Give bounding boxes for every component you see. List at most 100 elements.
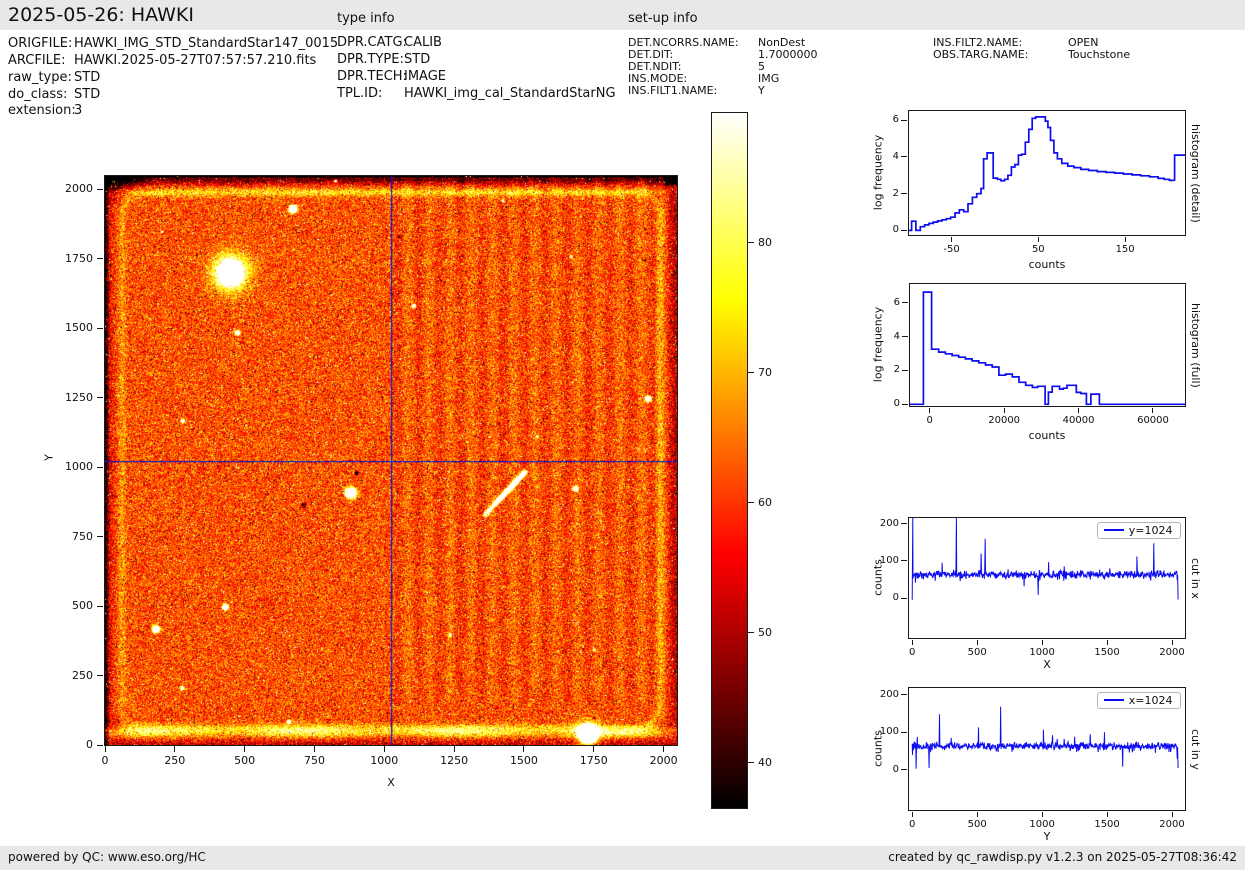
setup-info-value: OPEN [1068, 36, 1099, 49]
x-tick-mark [911, 640, 913, 645]
file-info-value: HAWKI_IMG_STD_StandardStar147_0015 [74, 36, 339, 51]
x-tick-label: 1500 [1094, 819, 1120, 830]
x-tick-mark [1106, 640, 1108, 645]
colorbar-tick-label: 40 [758, 755, 772, 769]
file-info-value: STD [74, 70, 101, 85]
y-tick-label: 0 [892, 763, 899, 775]
x-tick-mark [1041, 640, 1043, 645]
y-tick-mark [901, 731, 907, 733]
x-tick-mark [1152, 408, 1154, 413]
colorbar-canvas [711, 112, 747, 808]
cut-in-y-plot: x=1024 [907, 686, 1186, 811]
y-tick-mark [97, 327, 103, 329]
y-tick-label: 100 [879, 726, 899, 738]
file-info-value: STD [74, 87, 101, 102]
legend-line-swatch [1103, 699, 1124, 701]
x-tick-mark [313, 746, 315, 752]
colorbar-tick-mark [748, 762, 754, 764]
x-tick-label: 500 [967, 647, 987, 658]
cut-y-side-label: cut in y [1189, 728, 1202, 770]
cut-in-x-line [911, 517, 1179, 600]
y-tick-label: 2 [892, 187, 899, 199]
y-tick-mark [97, 466, 103, 468]
x-tick-label: 1000 [1029, 819, 1055, 830]
y-tick-mark [901, 694, 907, 696]
x-tick-mark [1171, 812, 1173, 817]
file-info-label: ORIGFILE: [8, 36, 73, 51]
hist-full-xlabel: counts [1028, 429, 1066, 442]
cut-y-xlabel: Y [1043, 830, 1051, 843]
y-tick-label: 750 [72, 529, 93, 543]
y-tick-mark [901, 119, 907, 121]
y-tick-label: 1500 [65, 321, 93, 335]
setup-info-label: DET.NDIT: [628, 60, 682, 73]
setup-info-label: INS.FILT2.NAME: [933, 36, 1023, 49]
main-image-ylabel: Y [42, 454, 56, 461]
x-tick-label: 0 [909, 647, 916, 658]
type-info-value: CALIB [404, 35, 442, 50]
y-tick-mark [97, 536, 103, 538]
legend-line-swatch [1103, 529, 1124, 531]
setup-info-title: set-up info [628, 11, 698, 26]
y-tick-mark [97, 605, 103, 607]
y-tick-label: 100 [879, 554, 899, 566]
setup-info-value: Y [758, 84, 765, 97]
setup-info-value: Touchstone [1068, 48, 1131, 61]
setup-info-value: IMG [758, 72, 780, 85]
x-tick-mark [104, 746, 106, 752]
x-tick-label: 0 [926, 415, 933, 426]
y-tick-mark [901, 560, 907, 562]
y-tick-label: 1250 [65, 390, 93, 404]
x-tick-label: 150 [1115, 244, 1135, 255]
type-info-value: HAWKI_img_cal_StandardStarNG [404, 86, 616, 101]
x-tick-mark [593, 746, 595, 752]
y-tick-label: 200 [879, 517, 899, 529]
y-tick-mark [901, 597, 907, 599]
type-info-label: DPR.TYPE: [337, 52, 404, 67]
x-tick-label: 2000 [1159, 819, 1185, 830]
colorbar-tick-label: 80 [758, 235, 772, 249]
y-tick-mark [97, 744, 103, 746]
y-tick-label: 4 [893, 330, 900, 342]
colorbar-tick-mark [748, 632, 754, 634]
x-tick-label: 750 [303, 754, 325, 767]
x-tick-label: 20000 [988, 415, 1021, 426]
cut-in-y-line [911, 706, 1179, 769]
x-tick-mark [1037, 237, 1039, 242]
setup-info-value: 1.7000000 [758, 48, 818, 61]
footer-right-text: created by qc_rawdisp.py v1.2.3 on 2025-… [888, 850, 1237, 864]
x-tick-label: 0 [909, 819, 916, 830]
y-tick-label: 0 [86, 738, 93, 751]
y-tick-label: 1000 [65, 460, 93, 474]
y-tick-mark [97, 188, 103, 190]
y-tick-label: 200 [879, 688, 899, 700]
x-tick-mark [453, 746, 455, 752]
type-info-value: IMAGE [404, 69, 447, 84]
histogram-full-line [909, 290, 1185, 405]
type-info-title: type info [337, 11, 395, 26]
page-title: 2025-05-26: HAWKI [8, 4, 194, 26]
y-tick-mark [901, 193, 907, 195]
y-tick-label: 6 [893, 296, 900, 308]
file-info-label: ARCFILE: [8, 53, 66, 68]
y-tick-mark [902, 302, 908, 304]
footer-bar [0, 846, 1245, 870]
x-tick-mark [1171, 640, 1173, 645]
x-tick-label: 1250 [440, 754, 469, 767]
colorbar-tick-mark [748, 502, 754, 504]
hist-detail-ylabel: log frequency [871, 134, 885, 211]
header-bar [0, 0, 1245, 30]
x-tick-label: 1500 [509, 754, 538, 767]
histogram-full-plot [908, 282, 1186, 407]
y-tick-mark [902, 369, 908, 371]
y-tick-mark [901, 156, 907, 158]
type-info-label: DPR.CATG: [337, 35, 407, 50]
x-tick-mark [174, 746, 176, 752]
y-tick-mark [901, 769, 907, 771]
setup-info-label: OBS.TARG.NAME: [933, 48, 1029, 61]
x-tick-mark [244, 746, 246, 752]
y-tick-label: 4 [892, 150, 899, 162]
cut-y-legend: x=1024 [1096, 691, 1181, 709]
x-tick-label: 500 [234, 754, 256, 767]
x-tick-label: 60000 [1137, 415, 1169, 426]
